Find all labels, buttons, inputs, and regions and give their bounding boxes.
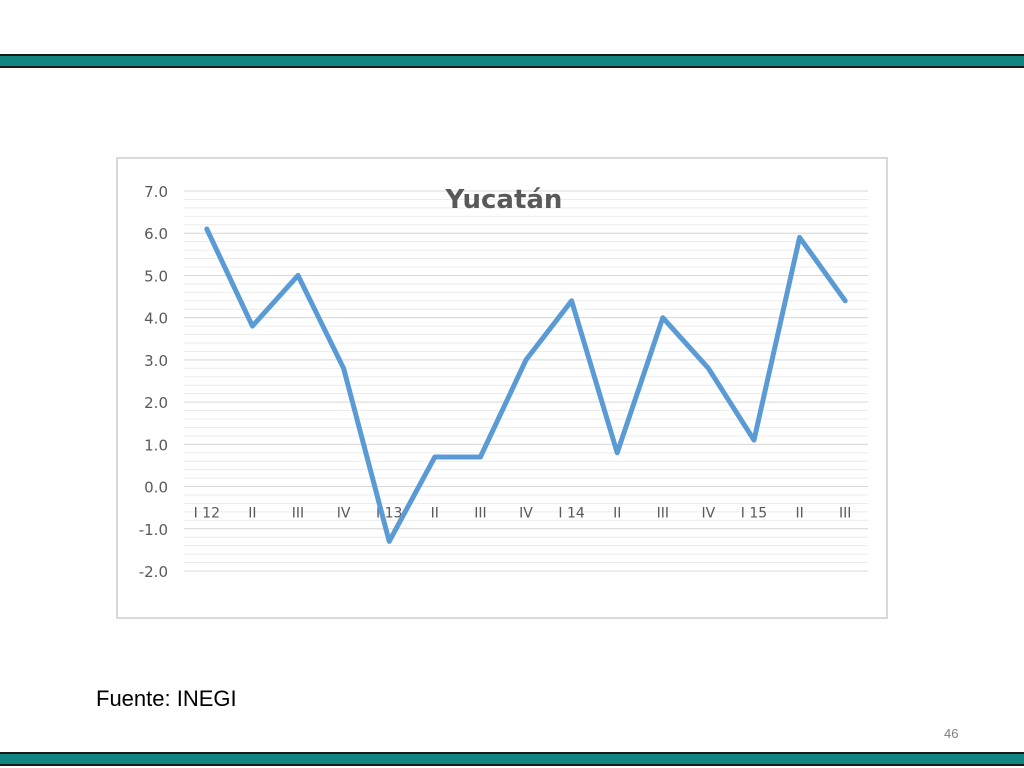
y-tick-label: -2.0 — [139, 563, 168, 581]
x-tick-label: III — [292, 506, 304, 522]
source-note: Fuente: INEGI — [96, 686, 237, 711]
x-tick-label: II — [431, 506, 439, 522]
x-tick-label: II — [613, 506, 621, 522]
y-tick-label: 2.0 — [144, 394, 168, 412]
x-tick-label: II — [248, 506, 256, 522]
x-tick-label: III — [474, 506, 486, 522]
x-tick-label: I 12 — [194, 506, 220, 522]
chart-area: 7.0 6.0 5.0 4.0 3.0 2.0 1.0 0.0 -1.0 -2.0 I 12 II II… — [116, 157, 888, 619]
y-tick-label: 6.0 — [144, 225, 168, 243]
x-tick-label: III — [839, 506, 851, 522]
y-tick-label: 7.0 — [144, 183, 168, 201]
top-band — [0, 54, 1024, 68]
y-tick-label: 5.0 — [144, 267, 168, 285]
x-tick-label: I 14 — [558, 506, 584, 522]
chart-title: Yucatán — [445, 185, 563, 215]
y-tick-label: 4.0 — [144, 310, 168, 328]
y-tick-label: 1.0 — [144, 436, 168, 454]
y-tick-label: 0.0 — [144, 479, 168, 497]
line-chart: 7.06.05.04.03.02.01.00.0-1.0-2.0I 12 II II… — [139, 183, 868, 581]
x-tick-label: IV — [337, 506, 351, 522]
x-tick-label: I 15 — [741, 506, 767, 522]
page-number: 46 — [944, 726, 959, 741]
x-tick-label: IV — [702, 506, 716, 522]
x-tick-label: IV — [519, 506, 533, 522]
bottom-band — [0, 752, 1024, 766]
y-tick-label: 3.0 — [144, 352, 168, 370]
x-tick-label: II — [795, 506, 803, 522]
x-tick-label: III — [657, 506, 669, 522]
y-tick-label: -1.0 — [139, 521, 168, 539]
